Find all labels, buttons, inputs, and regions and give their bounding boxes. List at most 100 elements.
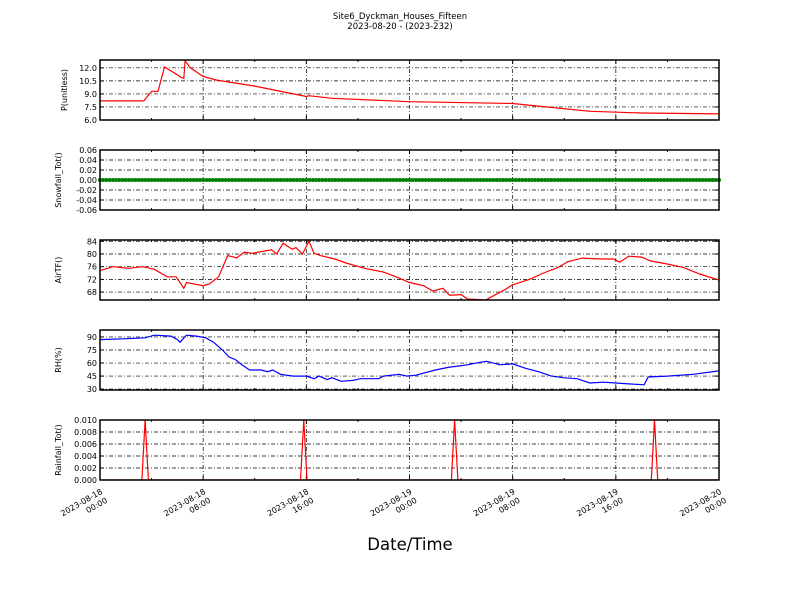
- data-point: [120, 178, 125, 182]
- data-point: [639, 178, 644, 182]
- data-point: [197, 178, 202, 182]
- data-point: [452, 178, 457, 182]
- panel-2: 68 72 76 80 84 AirTF(): [54, 237, 720, 301]
- data-point: [523, 178, 528, 182]
- data-point: [655, 178, 660, 182]
- data-point: [504, 178, 509, 182]
- data-point: [481, 178, 486, 182]
- data-point: [365, 178, 370, 182]
- data-point: [159, 178, 164, 182]
- data-point: [156, 178, 161, 182]
- data-point: [323, 178, 328, 182]
- data-point: [339, 178, 344, 182]
- y-tick-label: 75: [87, 346, 97, 355]
- data-point: [139, 178, 144, 182]
- data-point: [684, 178, 689, 182]
- data-point: [136, 178, 141, 182]
- data-point: [185, 178, 190, 182]
- y-tick-label: 0.002: [74, 464, 97, 473]
- data-point: [530, 178, 535, 182]
- data-point: [220, 178, 225, 182]
- y-tick-label: 80: [87, 250, 97, 259]
- data-point: [549, 178, 554, 182]
- data-point: [449, 178, 454, 182]
- data-point: [430, 178, 435, 182]
- data-point: [101, 178, 106, 182]
- data-point: [201, 178, 206, 182]
- data-point: [107, 178, 112, 182]
- data-point: [178, 178, 183, 182]
- panel-3: 30 45 60 75 90 RH(%): [54, 329, 720, 394]
- data-point: [668, 178, 673, 182]
- data-point: [555, 178, 560, 182]
- data-point: [459, 178, 464, 182]
- data-point: [436, 178, 441, 182]
- data-point: [446, 178, 451, 182]
- y-tick-label: 0.04: [79, 156, 97, 165]
- data-point: [542, 178, 547, 182]
- y-axis-label: AirTF(): [54, 257, 63, 284]
- data-point: [678, 178, 683, 182]
- data-point: [146, 178, 151, 182]
- chart-title: Site6_Dyckman_Houses_Fifteen: [333, 12, 467, 22]
- data-point: [526, 178, 531, 182]
- data-point: [575, 178, 580, 182]
- chart-subtitle: 2023-08-20 - (2023-232): [347, 22, 452, 32]
- data-point: [284, 178, 289, 182]
- y-tick-label: 10.5: [79, 77, 97, 86]
- data-point: [442, 178, 447, 182]
- data-point: [214, 178, 219, 182]
- y-tick-label: 7.5: [84, 103, 97, 112]
- data-point: [584, 178, 589, 182]
- data-point: [368, 178, 373, 182]
- data-point: [291, 178, 296, 182]
- data-point: [536, 178, 541, 182]
- data-point: [223, 178, 228, 182]
- data-point: [517, 178, 522, 182]
- y-tick-label: 60: [87, 359, 97, 368]
- panel-0: 6.0 7.5 9.0 10.5 12.0 P(unitless): [60, 59, 720, 125]
- y-tick-label: 30: [87, 385, 97, 394]
- data-point: [355, 178, 360, 182]
- data-point: [317, 178, 322, 182]
- data-point: [349, 178, 354, 182]
- data-point: [288, 178, 293, 182]
- y-tick-label: 12.0: [79, 64, 97, 73]
- data-point: [130, 178, 135, 182]
- data-point: [646, 178, 651, 182]
- data-point: [133, 178, 138, 182]
- data-point: [259, 178, 264, 182]
- data-point: [239, 178, 244, 182]
- data-point: [181, 178, 186, 182]
- data-point: [497, 178, 502, 182]
- data-point: [455, 178, 460, 182]
- series-line: [100, 334, 719, 386]
- data-point: [597, 178, 602, 182]
- data-point: [117, 178, 122, 182]
- panel-4: 0.000 0.002 0.004 0.006 0.008 0.010 Rainfall_T…: [54, 416, 720, 485]
- y-tick-label: 0.00: [79, 176, 97, 185]
- data-point: [488, 178, 493, 182]
- data-point: [230, 178, 235, 182]
- data-point: [465, 178, 470, 182]
- data-point: [275, 178, 280, 182]
- data-point: [255, 178, 260, 182]
- data-point: [620, 178, 625, 182]
- data-point: [633, 178, 638, 182]
- y-tick-label: 72: [87, 275, 97, 284]
- data-point: [704, 178, 709, 182]
- data-point: [552, 178, 557, 182]
- data-point: [636, 178, 641, 182]
- data-point: [652, 178, 657, 182]
- data-point: [310, 178, 315, 182]
- data-point: [649, 178, 654, 182]
- data-point: [559, 178, 564, 182]
- data-point: [333, 178, 338, 182]
- data-point: [604, 178, 609, 182]
- data-point: [478, 178, 483, 182]
- data-point: [533, 178, 538, 182]
- data-point: [301, 178, 306, 182]
- data-point: [378, 178, 383, 182]
- data-point: [375, 178, 380, 182]
- data-point: [691, 178, 696, 182]
